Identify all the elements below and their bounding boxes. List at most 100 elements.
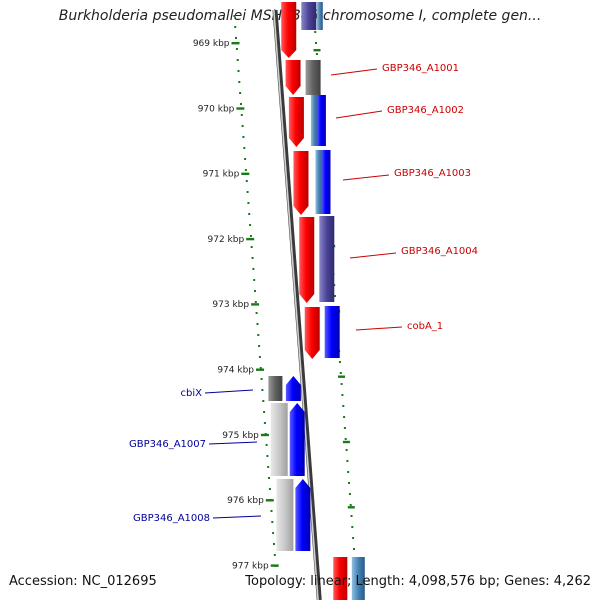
ruler-dot (260, 378, 263, 380)
ruler-tick (246, 237, 255, 241)
ruler-tick (347, 506, 355, 509)
ruler-dot (347, 471, 350, 473)
gene-label[interactable]: cbiX (181, 388, 203, 399)
ruler-dot (343, 416, 346, 418)
ruler-dot (258, 345, 261, 347)
ruler-dot (235, 37, 237, 39)
ruler-dot (268, 477, 270, 479)
gene-label[interactable]: GBP346_A1002 (387, 105, 464, 116)
ruler-dot (240, 114, 243, 116)
ruler-dot (349, 504, 352, 506)
gene-annotation-bar (316, 95, 326, 146)
ruler-tick-label: 971 kbp (203, 170, 240, 180)
gene-label[interactable]: GBP346_A1008 (133, 513, 210, 524)
gene-annotation-bar (310, 95, 318, 146)
ruler-tick-label: 973 kbp (212, 300, 249, 310)
ruler-tick-label: 977 kbp (232, 561, 269, 571)
gene-leader-line (208, 441, 258, 445)
ruler-dot (353, 548, 355, 550)
gene-feature[interactable] (270, 403, 305, 476)
ruler-tick-label: 972 kbp (208, 235, 245, 245)
ruler-tick-label: 976 kbp (227, 496, 264, 506)
ruler-dot (265, 444, 268, 446)
gene-annotation-bar (321, 150, 331, 214)
gene-arrow[interactable] (295, 479, 311, 551)
gene-arrow[interactable] (289, 403, 305, 476)
ruler-dot (342, 405, 345, 407)
ruler: 969 kbp 970 kbp 971 kbp 972 kbp 973 kbp 974 k… (193, 15, 360, 574)
gene-arrow[interactable] (285, 376, 301, 401)
gene-arrow[interactable] (299, 217, 315, 303)
gene-feature[interactable] (268, 376, 301, 401)
chromosome-axis (272, 9, 322, 600)
ruler-tick (313, 49, 321, 52)
ruler-dot (340, 383, 343, 385)
ruler-dot (239, 92, 242, 94)
gene-feature[interactable] (293, 150, 331, 215)
gene-label[interactable]: GBP346_A1003 (394, 168, 471, 179)
axis-highlight (273, 9, 319, 600)
ruler-dot (341, 394, 344, 396)
gene-leader-line (355, 326, 403, 331)
ruler-dot (243, 147, 246, 149)
gene-feature[interactable] (299, 216, 335, 303)
gene-feature[interactable] (276, 479, 311, 551)
ruler-dot (273, 554, 276, 556)
ruler-tick (256, 368, 264, 371)
gene-feature[interactable] (288, 95, 326, 147)
ruler-dot (244, 169, 247, 171)
ruler-dot (257, 334, 260, 336)
ruler-tick-label: 969 kbp (193, 39, 230, 49)
ruler-tick (270, 564, 279, 567)
gene-label[interactable]: GBP346_A1007 (129, 439, 206, 450)
ruler-dot (271, 521, 274, 523)
ruler-dot (339, 372, 342, 374)
gene-tracks (268, 2, 365, 600)
ruler-dot (250, 246, 253, 248)
ruler-dot (352, 537, 355, 539)
ruler-dot (351, 526, 354, 528)
ruler-dot (272, 532, 275, 534)
genome-summary: Topology: linear; Length: 4,098,576 bp; … (245, 574, 591, 589)
ruler-dot (315, 42, 317, 44)
ruler-dot (314, 31, 317, 33)
gene-annotation-bar (268, 376, 283, 401)
gene-feature[interactable] (304, 306, 340, 359)
ruler-dot (246, 191, 249, 193)
ruler-tick (231, 42, 240, 45)
gene-label[interactable]: GBP346_A1001 (382, 63, 459, 74)
ruler-dot (334, 295, 336, 297)
ruler-dot (234, 26, 237, 28)
ruler-dot (259, 367, 262, 369)
gene-leader-line (212, 515, 262, 519)
gene-arrow[interactable] (293, 151, 309, 215)
gene-label[interactable]: GBP346_A1004 (401, 246, 478, 257)
ruler-dot (255, 312, 258, 314)
gene-feature[interactable] (285, 60, 321, 95)
ruler-dot (254, 290, 256, 292)
gene-annotation-bar (319, 216, 335, 302)
accession-text: Accession: NC_012695 (9, 574, 157, 589)
axis-line (272, 9, 322, 600)
gene-label[interactable]: cobA_1 (407, 321, 443, 332)
ruler-dot (343, 427, 346, 429)
gene-leader-line (335, 110, 383, 119)
ruler-dot (238, 81, 241, 83)
gene-leader-line (349, 252, 397, 259)
ruler-tick-label: 970 kbp (198, 104, 235, 114)
gene-bar (351, 557, 365, 600)
ruler-dot (262, 400, 265, 402)
gene-labels: GBP346_A1001 GBP346_A1002 GBP346_A1003 GBP3… (129, 63, 478, 524)
ruler-tick-label: 974 kbp (217, 366, 254, 376)
ruler-dot (273, 543, 275, 545)
gene-arrow[interactable] (288, 97, 304, 147)
gene-leader-line (204, 389, 254, 394)
gene-arrow[interactable] (285, 60, 301, 95)
gene-arrow[interactable] (304, 307, 320, 359)
ruler-dot (345, 449, 348, 451)
gene-arrow[interactable] (281, 2, 297, 58)
ruler-tick (342, 440, 350, 444)
ruler-tick (251, 303, 260, 306)
ruler-dot (267, 466, 270, 468)
